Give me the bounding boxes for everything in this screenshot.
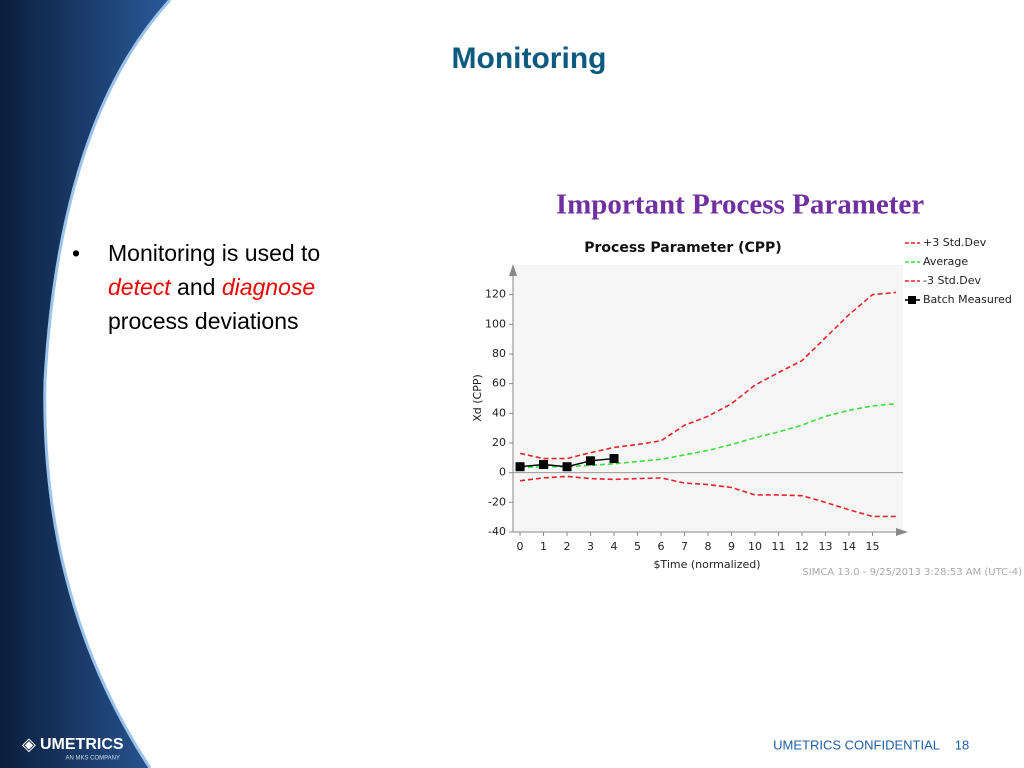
y-tick-label: -20: [488, 495, 506, 508]
x-tick-label: 10: [748, 540, 762, 553]
marker: [586, 456, 596, 466]
footer: UMETRICS CONFIDENTIAL: [773, 737, 940, 752]
x-arrow: [896, 528, 908, 536]
y-tick-label: 80: [492, 347, 506, 360]
legend-label: -3 Std.Dev: [923, 274, 981, 287]
x-tick-label: 7: [681, 540, 688, 553]
x-tick-label: 4: [611, 540, 618, 553]
note: SIMCA 13.0 - 9/25/2013 3:28:53 AM (UTC-4…: [802, 567, 1022, 578]
marker: [515, 462, 525, 472]
y-tick-label: 40: [492, 406, 506, 419]
slide-title: Monitoring: [452, 42, 607, 75]
y-axis-label: Xd (CPP): [471, 374, 484, 422]
x-tick-label: 12: [795, 540, 809, 553]
x-tick-label: 14: [842, 540, 856, 553]
x-tick-label: 6: [658, 540, 665, 553]
page-number: 18: [955, 737, 969, 752]
y-arrow: [509, 264, 517, 276]
x-tick-label: 11: [771, 540, 785, 553]
bullet-dot: •: [72, 240, 80, 266]
marker: [609, 454, 619, 464]
side-panel: [0, 0, 170, 768]
chart-title: Process Parameter (CPP): [584, 240, 781, 256]
marker: [562, 462, 572, 472]
legend-label: +3 Std.Dev: [923, 236, 987, 249]
y-tick-label: 20: [492, 436, 506, 449]
legend-label: Batch Measured: [923, 293, 1012, 306]
y-tick-label: 100: [485, 317, 506, 330]
x-tick-label: 1: [540, 540, 547, 553]
emph: detect: [108, 274, 172, 300]
subtitle: Important Process Parameter: [556, 189, 924, 221]
bullet-text: Monitoring is used to: [108, 240, 320, 266]
x-tick-label: 15: [865, 540, 879, 553]
logo-mark: ◈: [22, 734, 36, 754]
y-tick-label: -40: [488, 525, 506, 538]
plot-area: [513, 265, 903, 532]
x-tick-label: 2: [564, 540, 571, 553]
series-line: [519, 475, 896, 518]
logo: UMETRICS: [40, 736, 124, 753]
x-tick-label: 3: [587, 540, 594, 553]
side-curve: [43, 0, 172, 768]
y-tick-label: 0: [499, 466, 506, 479]
bullet-text: process deviations: [108, 308, 299, 334]
x-tick-label: 9: [728, 540, 735, 553]
x-axis-label: $Time (normalized): [653, 558, 760, 571]
x-tick-label: 8: [705, 540, 712, 553]
marker: [539, 460, 549, 470]
bullet-text: detect and diagnose: [108, 274, 315, 300]
word: and: [177, 274, 215, 300]
legend-label: Average: [923, 255, 968, 268]
x-tick-label: 0: [517, 540, 524, 553]
y-tick-label: 120: [485, 288, 506, 301]
series-line: [519, 291, 897, 460]
logo-sub: AN MKS COMPANY: [65, 756, 120, 762]
y-tick-label: 60: [492, 377, 506, 390]
x-tick-label: 5: [634, 540, 641, 553]
emph: diagnose: [222, 274, 315, 300]
x-tick-label: 13: [818, 540, 832, 553]
legend-marker: [908, 296, 916, 304]
